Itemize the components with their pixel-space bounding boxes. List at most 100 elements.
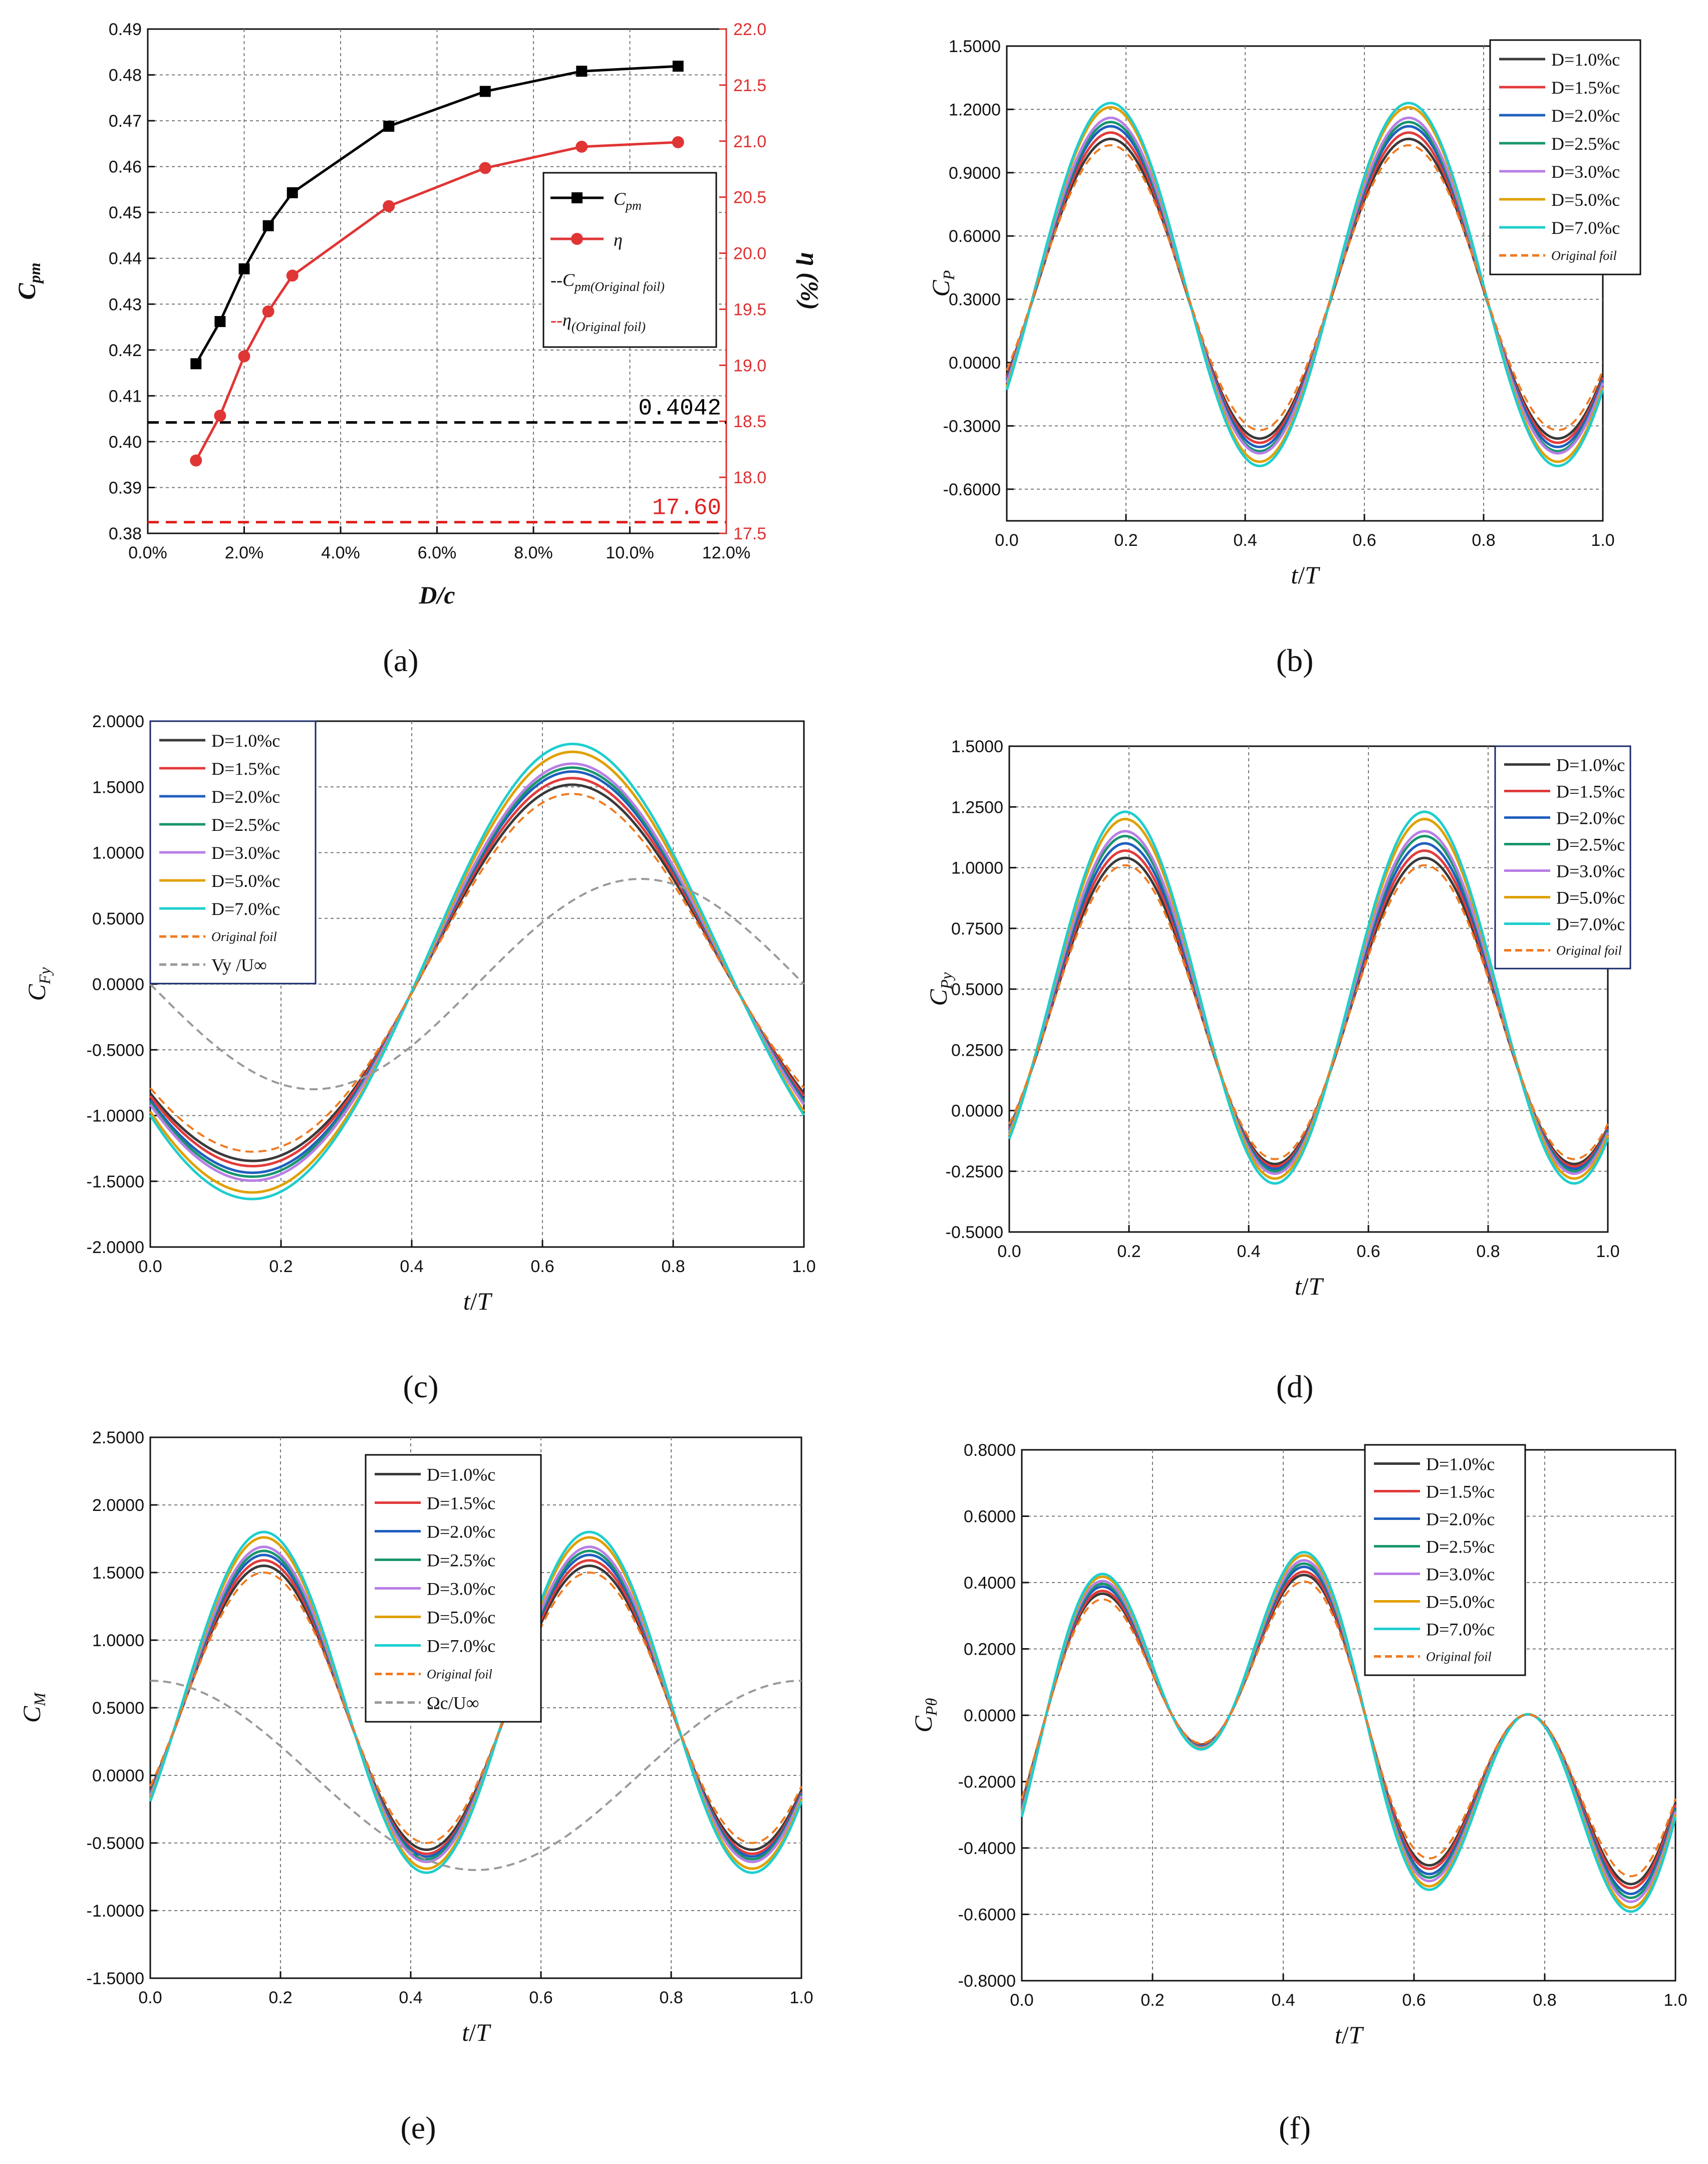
y2-tick-label: 21.5 <box>733 76 766 95</box>
chart-c: 0.0 0.2 0.4 0.6 0.8 1.0 -2.0000 -1.5000 -1.0000 -… <box>23 712 816 1404</box>
chart-b: 0.0 0.2 0.4 0.6 0.8 1.0 -0.6000 -0.3000 0.0000 0.… <box>927 37 1641 678</box>
y-tick-label: 0.47 <box>109 112 142 131</box>
y-tick-label: 1.2500 <box>951 798 1003 817</box>
x-tick-label: 0.2 <box>1114 531 1137 550</box>
legend-label: D=2.0%c <box>1556 808 1625 828</box>
y-tick-label: -0.6000 <box>958 1906 1016 1925</box>
data-point-cpm <box>479 86 491 97</box>
y-tick-label: 1.5000 <box>949 37 1001 56</box>
series-line <box>149 762 805 1182</box>
x-tick-label: 0.6 <box>1352 531 1376 550</box>
x-tick-label: 12.0% <box>702 543 750 562</box>
y2-tick-label: 20.5 <box>733 188 766 207</box>
data-point-eta <box>238 350 250 363</box>
y-tick-label: 0.5000 <box>92 909 144 929</box>
legend-label: D=2.5%c <box>1426 1537 1495 1557</box>
legend-label: D=7.0%c <box>1551 218 1620 238</box>
x-tick-label: 1.0 <box>1591 531 1614 550</box>
data-point-eta <box>383 200 395 212</box>
y-axis-label: CPθ <box>909 1698 940 1733</box>
x-axis-label: D/c <box>418 581 455 609</box>
legend-label: Ωc/U∞ <box>427 1693 479 1713</box>
x-axis-label: t/T <box>1295 1272 1324 1300</box>
y-tick-label: -0.5000 <box>87 1041 144 1060</box>
legend-label: D=1.5%c <box>211 759 280 779</box>
y2-tick-label: 22.0 <box>733 20 766 39</box>
y-tick-label: 0.38 <box>109 524 142 543</box>
legend-label: Original foil <box>1551 248 1617 263</box>
x-tick-label: 0.2 <box>269 1257 293 1276</box>
legend-label: Original foil <box>427 1667 492 1682</box>
y-axis-label: CPy <box>924 972 955 1006</box>
legend-label: D=5.0%c <box>427 1608 495 1628</box>
y-tick-label: 0.7500 <box>951 919 1003 939</box>
y-tick-label: 1.0000 <box>92 1631 144 1650</box>
x-tick-label: 1.0 <box>1596 1242 1619 1261</box>
reference-label-eta: 17.60 <box>652 495 721 521</box>
y-tick-label: -0.6000 <box>943 480 1001 499</box>
x-tick-label: 0.8 <box>1472 531 1495 550</box>
x-tick-label: 2.0% <box>225 543 264 562</box>
legend-label: D=3.0%c <box>1426 1565 1495 1585</box>
y-tick-label: -0.2000 <box>958 1773 1016 1792</box>
chart-f: 0.0 0.2 0.4 0.6 0.8 1.0 -0.8000 -0.6000 -0.4000 -… <box>909 1441 1687 2145</box>
series-line <box>149 783 805 1162</box>
x-tick-label: 0.0 <box>995 531 1018 550</box>
series-line <box>1020 1574 1677 1886</box>
y-tick-label: -0.8000 <box>958 1972 1016 1991</box>
panel-label-a: (a) <box>383 643 418 678</box>
y-tick-label: 0.42 <box>109 341 142 360</box>
y-tick-label: -0.4000 <box>958 1839 1016 1858</box>
x-tick-label: 0.2 <box>1141 1991 1164 2010</box>
x-tick-label: 0.2 <box>268 1988 292 2007</box>
series-line <box>1021 1580 1676 1878</box>
x-tick-label: 0.8 <box>661 1257 685 1276</box>
series-line <box>149 743 805 1200</box>
y-tick-label: 0.3000 <box>949 290 1001 310</box>
y-tick-label: -0.2500 <box>946 1162 1003 1181</box>
legend-label: D=2.5%c <box>211 815 280 835</box>
data-point-cpm <box>672 61 684 72</box>
panel-label-d: (d) <box>1276 1369 1314 1404</box>
y2-tick-label: 18.0 <box>733 468 766 487</box>
legend-label: Vy /U∞ <box>211 955 267 975</box>
legend-label: --η(Original foil) <box>550 310 646 334</box>
x-tick-label: 0.6 <box>1402 1991 1426 2010</box>
legend-label: D=5.0%c <box>211 871 280 891</box>
x-tick-label: 0.0 <box>997 1242 1021 1261</box>
x-tick-label: 0.4 <box>1237 1242 1260 1261</box>
legend-label: Original foil <box>1426 1650 1492 1664</box>
y-tick-label: 1.0000 <box>92 844 144 863</box>
legend-label: D=5.0%c <box>1426 1592 1495 1612</box>
y2-tick-label: 17.5 <box>733 524 766 543</box>
chart-a: 0.0% 2.0% 4.0% 6.0% 8.0% 10.0% 12.0% 0.38 0.39 0.… <box>13 20 824 678</box>
y-tick-label: 0.0000 <box>92 1766 144 1785</box>
y-tick-label: 0.5000 <box>951 980 1003 999</box>
y-axis-label: Cpm <box>13 262 44 299</box>
reference-label-cpm: 0.4042 <box>638 395 721 421</box>
y-tick-label: -1.5000 <box>87 1172 144 1191</box>
data-point-cpm <box>287 187 298 198</box>
y2-tick-label: 20.0 <box>733 244 766 263</box>
x-tick-label: 10.0% <box>606 543 654 562</box>
legend-label: D=3.0%c <box>211 843 280 863</box>
legend-label: D=7.0%c <box>427 1636 495 1656</box>
legend-label: D=3.0%c <box>1551 162 1620 182</box>
legend-box <box>1489 39 1641 275</box>
series-line <box>149 777 805 1167</box>
x-tick-label: 0.0 <box>138 1988 162 2007</box>
y-tick-label: 0.45 <box>109 203 142 222</box>
series-line <box>1020 1554 1677 1909</box>
legend-label: D=1.5%c <box>1551 78 1620 98</box>
y-tick-label: 0.6000 <box>949 227 1001 246</box>
y-tick-label: 0.9000 <box>949 164 1001 183</box>
y2-tick-label: 19.0 <box>733 356 766 375</box>
x-tick-label: 0.0 <box>1010 1991 1033 2010</box>
data-point-eta <box>262 305 274 318</box>
x-tick-label: 0.8 <box>1533 1991 1556 2010</box>
panel-label-e: (e) <box>400 2110 436 2145</box>
series-line <box>149 750 805 1194</box>
y-tick-label: 2.0000 <box>92 712 144 731</box>
legend-label: D=1.5%c <box>427 1493 495 1513</box>
